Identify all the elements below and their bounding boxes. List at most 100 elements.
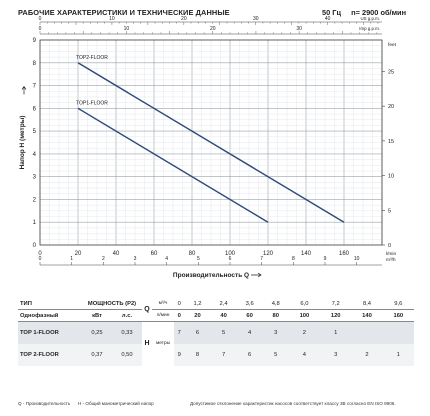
pump-kw-2: 0,37 <box>82 343 112 366</box>
x-axis-title: Производительность Q <box>173 272 249 279</box>
feet-tick-label: 10 <box>388 174 394 180</box>
pump2-h-0: 9 <box>174 343 185 366</box>
y-tick-label: 3 <box>33 175 37 181</box>
pump1-h-4: 3 <box>262 321 289 344</box>
pump1-h-8 <box>382 321 414 344</box>
y-tick-label: 9 <box>33 38 37 44</box>
x-tick-label: 140 <box>301 251 312 257</box>
y-axis-title: Напор H (метры) <box>19 116 26 170</box>
pump-hp-1: 0,33 <box>112 321 142 344</box>
x-tick-label: 40 <box>113 251 120 257</box>
q-m3h-8: 9,6 <box>394 300 403 307</box>
feet-tick-label: 20 <box>388 104 394 110</box>
pump2-h-5: 4 <box>288 343 321 366</box>
q-m3h-7: 8,4 <box>362 300 371 307</box>
m3h-tick-label: 4 <box>165 256 168 262</box>
usgpm-tick-label: 0 <box>39 16 42 22</box>
pump2-h-4: 5 <box>262 343 289 366</box>
usgpm-tick-label: 20 <box>181 16 187 22</box>
y-tick-label: 0 <box>33 243 37 249</box>
m3h-tick-label: 6 <box>229 256 232 262</box>
pump1-h-1: 6 <box>184 321 211 344</box>
m3h-tick-label: 5 <box>197 256 200 262</box>
feet-tick-label: 15 <box>388 139 394 145</box>
pump2-h-1: 8 <box>184 343 211 366</box>
footer-tolerance-note: Допустимое отклонение характеристик насо… <box>190 401 396 406</box>
m3h-tick-label: 1 <box>70 256 73 262</box>
m3h-tick-label: 0 <box>39 256 42 262</box>
pump-data-table: ТИП МОЩНОСТЬ (P2) Q м³/ч 0 1,2 2,4 3,6 4… <box>18 298 414 366</box>
plot-frame <box>39 39 383 246</box>
feet-unit-label: feet <box>388 42 397 48</box>
y-tick-label: 4 <box>33 152 37 158</box>
pump-name-2: TOP 2-FLOOR <box>18 343 82 366</box>
x-tick-label: 60 <box>151 251 158 257</box>
impgpm-tick-label: 20 <box>210 26 216 32</box>
x-unit-label: l/min <box>386 251 396 257</box>
m3h-tick-label: 2 <box>102 256 105 262</box>
q-lmin-6: 120 <box>330 312 341 319</box>
usgpm-tick-label: 30 <box>253 16 259 22</box>
speed-info: 50 Гц n= 2900 об/мин <box>322 8 414 17</box>
y-tick-label: 2 <box>33 197 37 203</box>
q-lmin-0: 0 <box>177 312 181 319</box>
pump2-h-3: 6 <box>236 343 263 366</box>
x-axis-arrow <box>251 272 262 278</box>
y-tick-label: 6 <box>33 106 37 112</box>
feet-tick-label: 0 <box>388 243 391 249</box>
usgpm-tick-label: 10 <box>109 16 115 22</box>
series-label-1: TOP2-FLOOR <box>76 55 108 61</box>
q-lmin-5: 100 <box>299 312 310 319</box>
col-type-header: ТИП <box>20 300 32 307</box>
series-line-1 <box>77 62 345 223</box>
m3h-tick-label: 7 <box>260 256 263 262</box>
x-tick-label: 100 <box>225 251 236 257</box>
pump1-h-6: 1 <box>320 321 352 344</box>
pump2-h-8: 1 <box>382 343 414 366</box>
q-m3h-5: 6,0 <box>300 300 309 307</box>
unit-lmin: л/мин <box>156 313 170 318</box>
unit-kw: кВт <box>92 312 102 319</box>
col-phase-header: Однофазный <box>20 312 59 319</box>
impgpm-tick-label: 30 <box>296 26 302 32</box>
y-tick-label: 1 <box>33 220 37 226</box>
page-title: РАБОЧИЕ ХАРАКТЕРИСТИКИ И ТЕХНИЧЕСКИЕ ДАН… <box>18 8 230 17</box>
footer-q-note: Q - Производительность <box>18 401 71 406</box>
footer-h-note: H - Общий манометрический напор <box>78 401 154 406</box>
q-m3h-0: 0 <box>177 300 181 307</box>
y-tick-label: 8 <box>33 61 37 67</box>
q-symbol: Q <box>144 306 150 313</box>
m3h-unit-label: m³/h <box>386 257 396 263</box>
x-tick-label: 80 <box>189 251 196 257</box>
unit-hp: л.с. <box>121 312 133 319</box>
series-line-2 <box>77 107 269 223</box>
feet-tick-label: 25 <box>388 69 394 75</box>
series-label-2: TOP1-FLOOR <box>76 100 108 106</box>
q-m3h-1: 1,2 <box>193 300 202 307</box>
pump-name-1: TOP 1-FLOOR <box>18 321 82 344</box>
x-tick-label: 0 <box>38 251 42 257</box>
q-m3h-6: 7,2 <box>331 300 340 307</box>
q-m3h-3: 3,6 <box>245 300 254 307</box>
pump2-h-2: 7 <box>210 343 237 366</box>
q-lmin-7: 140 <box>362 312 372 319</box>
pump1-h-2: 5 <box>210 321 237 344</box>
chart-axes <box>39 21 385 266</box>
pump-kw-1: 0,25 <box>82 321 112 344</box>
x-tick-label: 160 <box>339 251 350 257</box>
y-axis-arrow <box>21 85 27 95</box>
pump1-h-7 <box>351 321 383 344</box>
pump1-h-3: 4 <box>236 321 263 344</box>
feet-tick-label: 5 <box>388 208 391 214</box>
usgpm-tick-label: 40 <box>325 16 331 22</box>
impgpm-unit-label: Imp g.p.m. <box>359 26 380 31</box>
q-lmin-4: 80 <box>272 312 279 319</box>
m3h-tick-label: 3 <box>134 256 137 262</box>
pump2-h-7: 2 <box>351 343 383 366</box>
x-tick-label: 20 <box>75 251 82 257</box>
h-symbol: H <box>142 321 152 366</box>
pump1-h-5: 2 <box>288 321 321 344</box>
q-lmin-1: 20 <box>194 312 201 319</box>
q-m3h-4: 4,8 <box>271 300 280 307</box>
